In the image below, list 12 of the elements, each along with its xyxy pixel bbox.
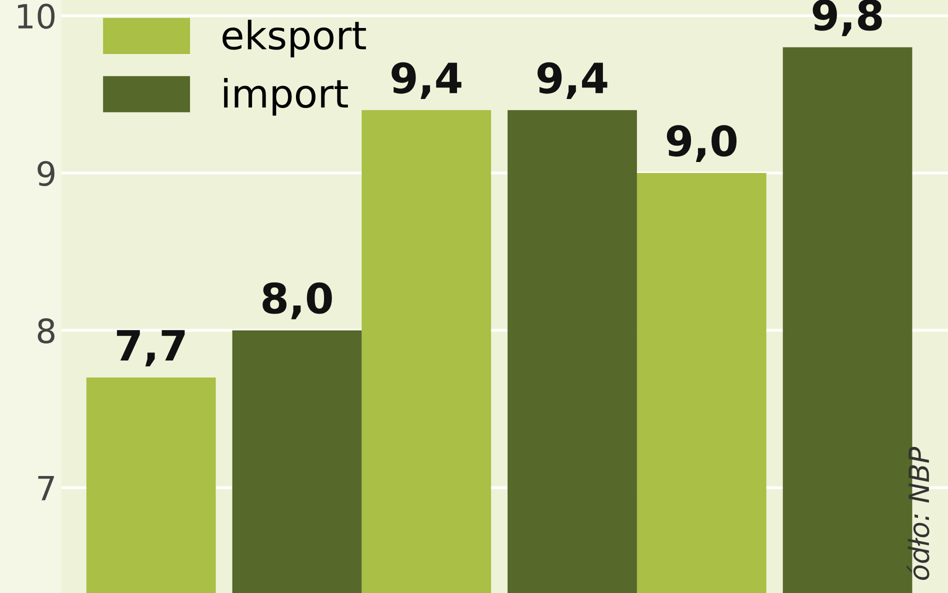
y-tick-label: 7: [38, 476, 54, 500]
y-tick-label: 10: [18, 4, 55, 29]
annotation: ódło: NBP: [906, 446, 930, 580]
data-label: 9,4: [392, 62, 462, 100]
data-label: 9,4: [538, 62, 608, 100]
legend-label: eksport: [222, 20, 366, 58]
data-label: 8,0: [262, 282, 332, 320]
data-label: 9,0: [666, 125, 737, 162]
legend-label: import: [224, 78, 348, 116]
y-tick-label: 9: [38, 160, 54, 186]
y-tick-label: 8: [38, 318, 54, 344]
data-label: 7,7: [116, 330, 185, 366]
